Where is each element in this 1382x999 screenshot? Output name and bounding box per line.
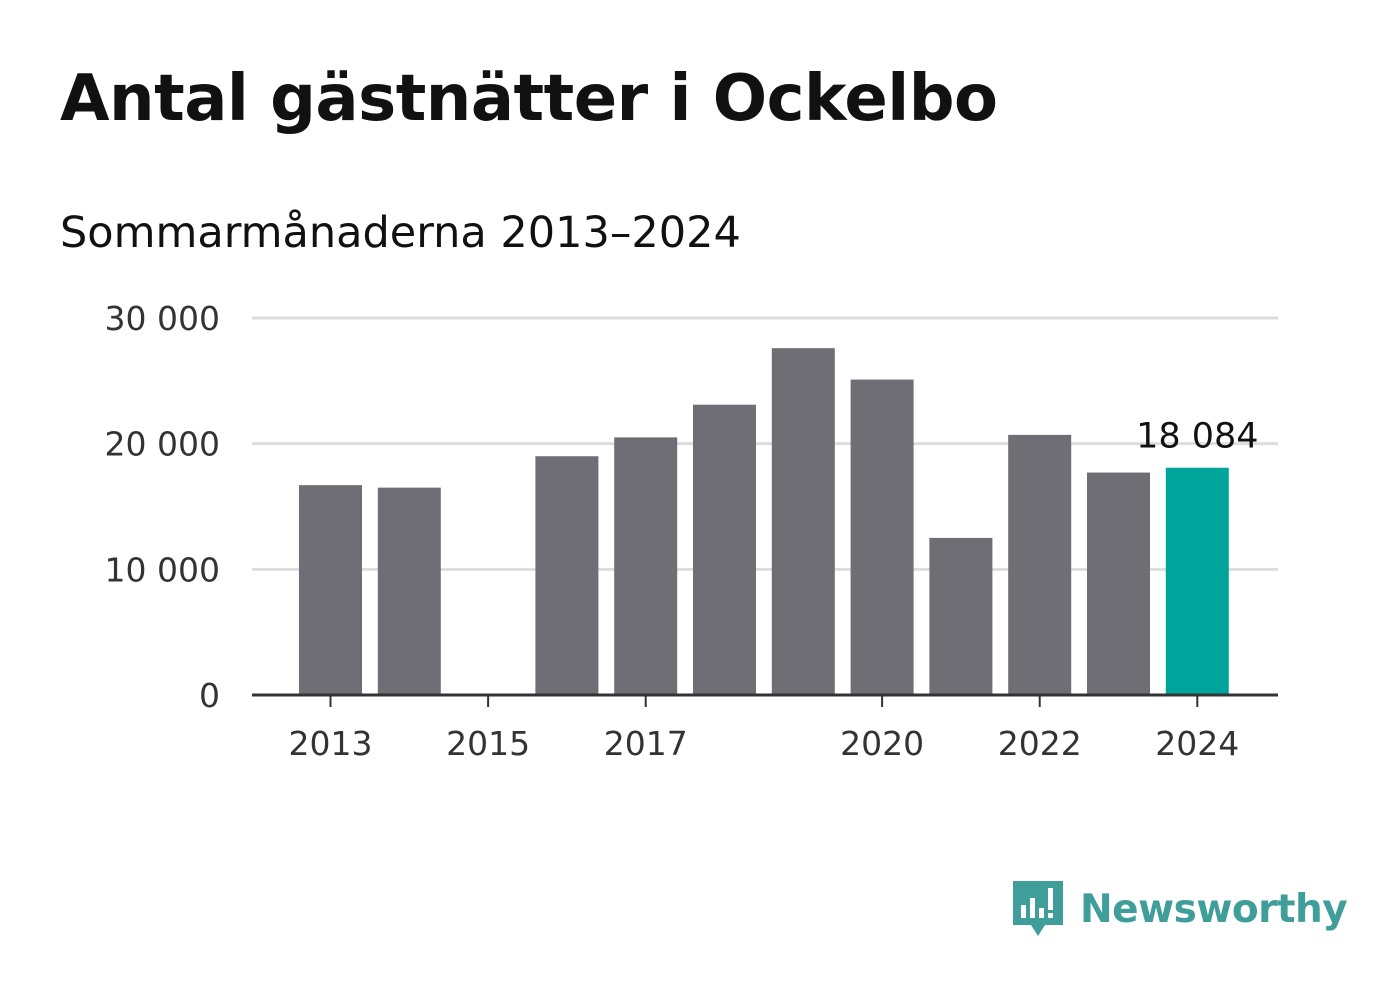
x-tick-label: 2024 bbox=[1155, 724, 1239, 763]
bar bbox=[693, 404, 756, 695]
x-tick-label: 2020 bbox=[840, 724, 924, 763]
y-tick-label: 10 000 bbox=[105, 550, 220, 589]
bar bbox=[1087, 472, 1150, 695]
chart-subtitle: Sommarmånaderna 2013–2024 bbox=[60, 208, 741, 258]
newsworthy-logo-icon bbox=[1013, 881, 1063, 936]
bars bbox=[299, 348, 1229, 695]
bar bbox=[1165, 467, 1229, 695]
bar bbox=[850, 379, 914, 695]
y-tick-label: 0 bbox=[199, 676, 220, 715]
y-tick-label: 30 000 bbox=[105, 299, 220, 338]
bar bbox=[299, 485, 362, 695]
x-tick-label: 2022 bbox=[998, 724, 1082, 763]
bar bbox=[929, 537, 993, 695]
data-label: 18 084 bbox=[1136, 417, 1258, 457]
chart-title: Antal gästnätter i Ockelbo bbox=[60, 62, 998, 136]
bar bbox=[1008, 434, 1072, 695]
x-tick-label: 2017 bbox=[604, 724, 688, 763]
bar bbox=[535, 456, 599, 695]
y-axis-ticks: 0 10 000 20 000 30 000 bbox=[105, 299, 220, 715]
bar bbox=[771, 348, 835, 695]
x-axis: 2013 2015 2017 2020 2022 2024 bbox=[252, 693, 1278, 763]
brand-name: Newsworthy bbox=[1080, 886, 1348, 932]
x-tick-label: 2013 bbox=[289, 724, 373, 763]
x-tick-label: 2015 bbox=[446, 724, 530, 763]
bar bbox=[614, 437, 678, 695]
brand: Newsworthy bbox=[1010, 878, 1348, 940]
data-labels: 18 084 bbox=[1136, 417, 1258, 457]
bar bbox=[377, 487, 441, 695]
y-tick-label: 20 000 bbox=[105, 425, 220, 464]
